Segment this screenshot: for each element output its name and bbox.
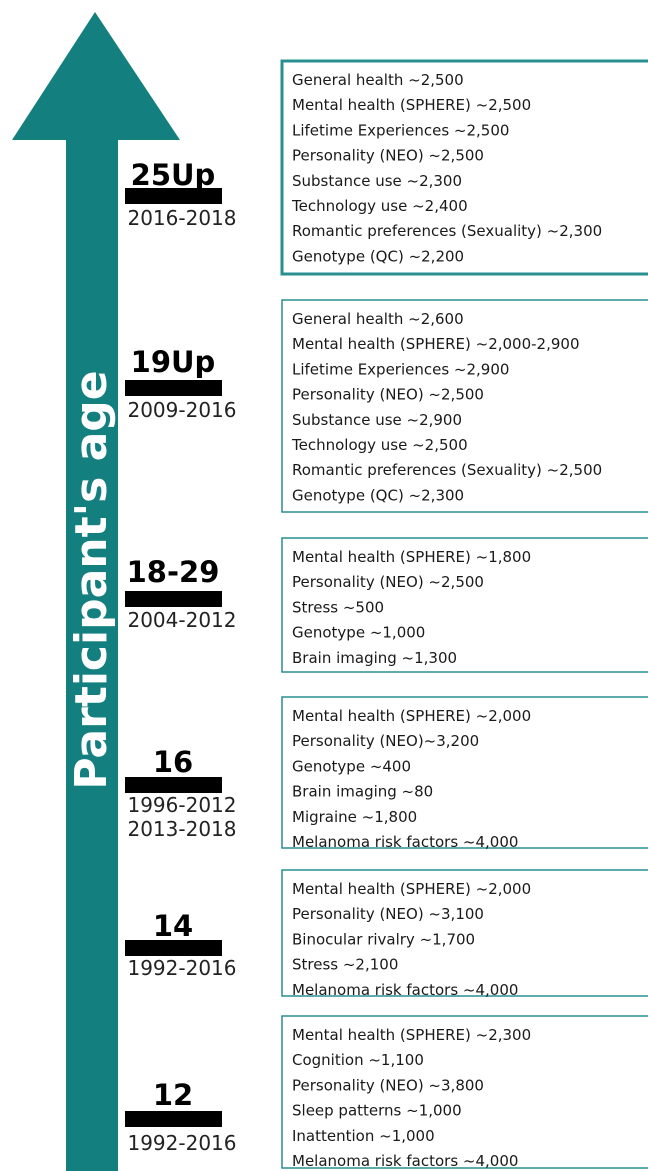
stage-item: Romantic preferences (Sexuality) ~2,300 [292,222,602,240]
arrow-label: Participant's age [66,370,117,789]
stage-item: Genotype ~1,000 [292,624,425,642]
stage-item: Mental health (SPHERE) ~1,800 [292,548,531,566]
stage-item: Brain imaging ~1,300 [292,649,457,667]
stage-label: 12 [153,1078,193,1112]
stage-bar [125,188,222,204]
stage-years: 1992-2016 [127,1131,236,1155]
age-arrow [12,12,180,1171]
stage-box [281,537,648,673]
stage-bar [125,777,222,793]
stage-years: 1996-2012 [127,793,236,817]
stage-label: 16 [153,745,193,779]
stage-item: Binocular rivalry ~1,700 [292,930,475,948]
stage-item: Stress ~2,100 [292,956,398,974]
stage-label: 18-29 [127,555,220,589]
stage-years: 2009-2016 [127,398,236,422]
stage-item: Genotype ~400 [292,757,411,775]
stage-item: Stress ~500 [292,598,384,616]
stage-item: Melanoma risk factors ~4,000 [292,833,518,851]
stage-item: Cognition ~1,100 [292,1051,424,1069]
stage-item: Personality (NEO) ~3,100 [292,905,484,923]
stage-item: Mental health (SPHERE) ~2,300 [292,1026,531,1044]
stage-label: 14 [153,909,193,943]
stage-item: Personality (NEO) ~2,500 [292,147,484,165]
stage-item: Inattention ~1,000 [292,1127,435,1145]
stage-item: Substance use ~2,300 [292,172,462,190]
stage-years: 2016-2018 [127,206,236,230]
stage-item: Technology use ~2,400 [291,197,468,215]
stage-bar [125,380,222,396]
stage-item: Migraine ~1,800 [292,808,417,826]
stage-box [281,299,648,513]
stage-item: Mental health (SPHERE) ~2,000 [292,880,531,898]
stage-years: 1992-2016 [127,956,236,980]
stage-item: Lifetime Experiences ~2,500 [292,121,509,139]
stage-item: Brain imaging ~80 [292,783,433,801]
stage-label: 25Up [131,158,216,192]
stage-item: Personality (NEO) ~2,500 [292,386,484,404]
stage-bar [125,1111,222,1127]
stage-item: Genotype (QC) ~2,200 [292,247,464,265]
stage-item: Melanoma risk factors ~4,000 [292,981,518,999]
stage-box [280,59,648,276]
stage-item: Substance use ~2,900 [292,411,462,429]
stage-item: Technology use ~2,500 [291,436,468,454]
stage-box [281,696,648,849]
stage-item: Mental health (SPHERE) ~2,500 [292,96,531,114]
stage-bar [125,940,222,956]
stage-years: 2013-2018 [127,817,236,841]
stage-box [281,1015,648,1169]
stage-item: Melanoma risk factors ~4,000 [292,1152,518,1170]
stage-item: Mental health (SPHERE) ~2,000 [292,707,531,725]
stage-item: Personality (NEO) ~2,500 [292,573,484,591]
stage-item: Lifetime Experiences ~2,900 [292,360,509,378]
stage-item: General health ~2,600 [292,310,464,328]
stage-box [281,869,648,997]
stage-item: Personality (NEO)~3,200 [292,732,479,750]
stage-item: Sleep patterns ~1,000 [292,1102,462,1120]
stage-label: 19Up [131,345,216,379]
stage-item: Genotype (QC) ~2,300 [292,486,464,504]
stage-years: 2004-2012 [127,608,236,632]
stage-item: Mental health (SPHERE) ~2,000-2,900 [292,335,580,353]
stage-item: Romantic preferences (Sexuality) ~2,500 [292,461,602,479]
stage-item: Personality (NEO) ~3,800 [292,1076,484,1094]
stage-bar [125,591,222,607]
stage-item: General health ~2,500 [292,71,464,89]
